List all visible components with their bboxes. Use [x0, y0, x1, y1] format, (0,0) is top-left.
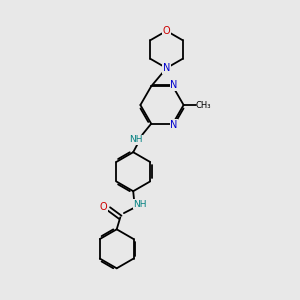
Text: NH: NH: [134, 200, 147, 209]
Text: NH: NH: [130, 135, 143, 144]
Text: CH₃: CH₃: [195, 100, 211, 109]
Text: N: N: [170, 80, 178, 90]
Text: N: N: [163, 63, 170, 73]
Text: O: O: [163, 26, 170, 36]
Text: O: O: [100, 202, 107, 212]
Text: N: N: [170, 120, 178, 130]
